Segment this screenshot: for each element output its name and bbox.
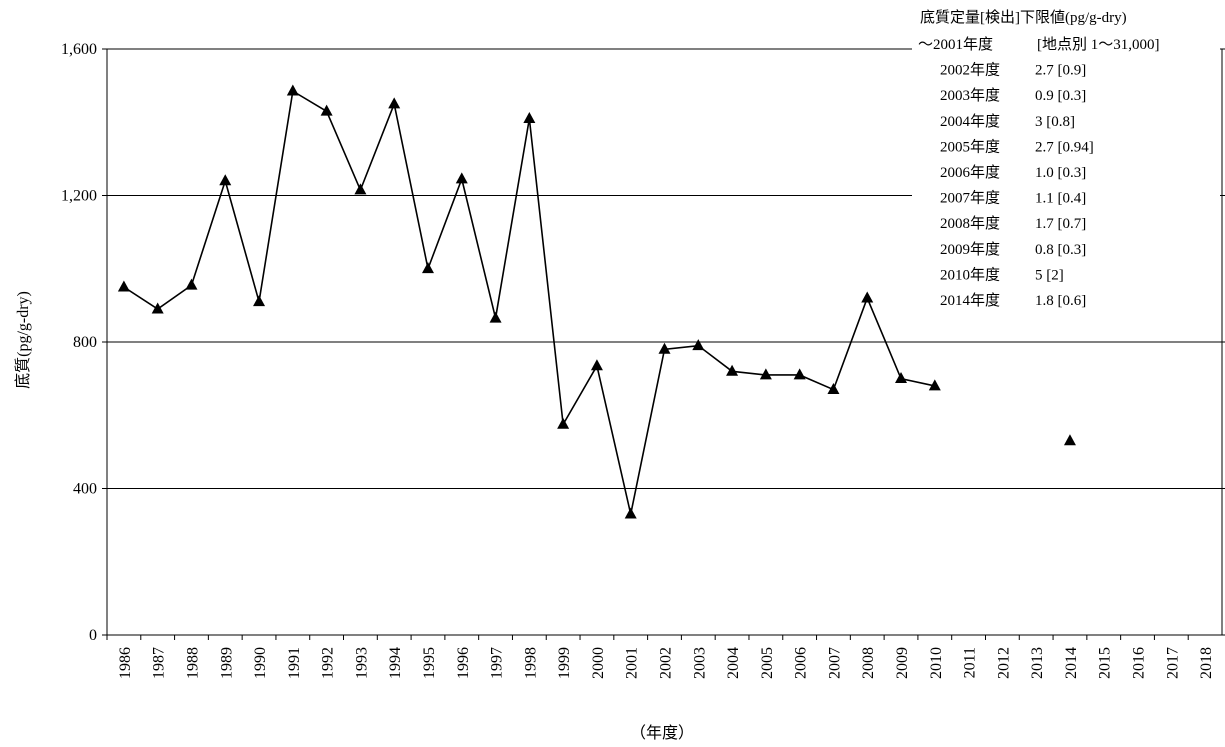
x-tick-label: 2007 [826, 647, 843, 679]
x-tick-label: 2009 [894, 647, 911, 679]
legend-entry-value: 0.9 [0.3] [1035, 88, 1086, 104]
x-tick-label: 2017 [1164, 647, 1181, 679]
data-point-1995 [421, 262, 434, 274]
y-axis-title: 底質(pg/g-dry) [14, 291, 32, 389]
legend-entry-value: 0.8 [0.3] [1035, 242, 1086, 258]
data-point-2007 [827, 383, 840, 395]
x-tick-label: 1998 [522, 647, 539, 679]
series-0-line-segment [123, 89, 935, 515]
legend-entry-value: 2.7 [0.94] [1035, 139, 1094, 155]
x-tick-label: 2014 [1063, 647, 1080, 679]
legend-entry-year: 2009年度 [940, 241, 1000, 258]
data-point-2003 [692, 339, 705, 351]
legend-entry-year: 2002年度 [940, 62, 1000, 79]
x-tick-label: 2003 [691, 647, 708, 679]
legend-title: 底質定量[検出]下限値(pg/g-dry) [920, 8, 1127, 26]
x-tick-label: 2012 [995, 647, 1012, 679]
data-point-1992 [320, 104, 333, 116]
x-tick-label: 1991 [286, 647, 303, 679]
series-markers [117, 84, 1076, 519]
x-tick-label: 1989 [218, 647, 235, 679]
data-point-1999 [557, 417, 570, 429]
legend-entry-value: 2.7 [0.9] [1035, 63, 1086, 79]
legend-entry-year: 2007年度 [940, 190, 1000, 207]
x-tick-label: 2000 [590, 647, 607, 679]
legend-entry-year: 2014年度 [940, 292, 1000, 309]
data-point-2005 [759, 368, 772, 380]
x-tick-label: 2008 [860, 647, 877, 679]
data-point-1997 [489, 311, 502, 323]
data-point-2000 [590, 359, 603, 371]
data-point-1989 [219, 174, 232, 186]
legend-entry-year: 2010年度 [940, 266, 1000, 283]
legend-background [912, 4, 1220, 316]
legend-entry-value: 1.8 [0.6] [1035, 293, 1086, 309]
legend-entry-year: 2006年度 [940, 164, 1000, 181]
data-point-2004 [726, 364, 739, 376]
data-point-1993 [354, 183, 367, 195]
legend-entry-year: 2004年度 [940, 113, 1000, 130]
x-tick-label: 1990 [252, 647, 269, 679]
data-point-1994 [388, 97, 401, 109]
x-tick-label: 1987 [151, 647, 168, 679]
legend-entry-value: 1.1 [0.4] [1035, 191, 1086, 207]
x-tick-label: 2006 [793, 647, 810, 679]
data-point-2001 [624, 507, 637, 519]
data-point-1991 [286, 84, 299, 96]
legend-entry-value: 1.0 [0.3] [1035, 165, 1086, 181]
x-tick-label: 2010 [928, 647, 945, 679]
x-tick-label: 1996 [455, 647, 472, 679]
data-point-1996 [455, 172, 468, 184]
x-tick-label: 2005 [759, 647, 776, 679]
y-tick-label: 800 [73, 334, 97, 351]
x-tick-label: 1995 [421, 647, 438, 679]
data-point-2009 [895, 372, 908, 384]
legend-entry-value: [地点別 1～31,000] [1037, 36, 1160, 53]
data-point-1990 [253, 295, 266, 307]
x-tick-label: 2004 [725, 647, 742, 679]
y-axis-ticks: 0 400 800 1,200 1,600 [61, 41, 1225, 644]
legend-entry-year: 2008年度 [940, 215, 1000, 232]
x-tick-label: 2001 [624, 647, 641, 679]
data-point-1986 [117, 280, 130, 292]
legend-entry-value: 1.7 [0.7] [1035, 216, 1086, 232]
x-tick-label: 2016 [1131, 647, 1148, 679]
x-axis-title: （年度） [630, 724, 694, 742]
data-point-1988 [185, 278, 198, 290]
data-point-2008 [861, 291, 874, 303]
y-tick-label: 1,600 [61, 41, 97, 58]
x-tick-label: 2002 [658, 647, 675, 679]
data-point-2010 [928, 379, 941, 391]
x-tick-label: 1988 [184, 647, 201, 679]
legend-entry-year: 2005年度 [940, 138, 1000, 155]
legend-entry-value: 3 [0.8] [1035, 114, 1075, 130]
x-tick-label: 2018 [1198, 647, 1215, 679]
legend-entry-value: 5 [2] [1035, 267, 1064, 283]
series-line [123, 89, 935, 515]
y-tick-label: 400 [73, 481, 97, 498]
data-point-2014 [1063, 434, 1076, 446]
x-axis-ticks: 1986 1987 1988 1989 1990 1991 1992 1993 1994 1995… [106, 635, 1215, 679]
x-tick-label: 2011 [962, 647, 979, 678]
x-tick-label: 1994 [387, 647, 404, 679]
x-tick-label: 1993 [353, 647, 370, 679]
x-tick-label: 1997 [489, 647, 506, 679]
y-tick-label: 0 [89, 627, 97, 644]
x-tick-label: 2015 [1097, 647, 1114, 679]
legend: 底質定量[検出]下限値(pg/g-dry) ～2001年度 [地点別 1～31,00… [912, 4, 1220, 316]
data-point-1998 [523, 111, 536, 123]
x-tick-label: 2013 [1029, 647, 1046, 679]
x-tick-label: 1999 [556, 647, 573, 679]
y-tick-label: 1,200 [61, 188, 97, 205]
data-point-1987 [151, 302, 164, 314]
x-tick-label: 1992 [320, 647, 337, 679]
data-point-2002 [658, 342, 671, 354]
legend-entry-year: 2003年度 [940, 87, 1000, 104]
data-point-2006 [793, 368, 806, 380]
legend-entry-year: ～2001年度 [918, 36, 993, 53]
x-tick-label: 1986 [117, 647, 134, 679]
